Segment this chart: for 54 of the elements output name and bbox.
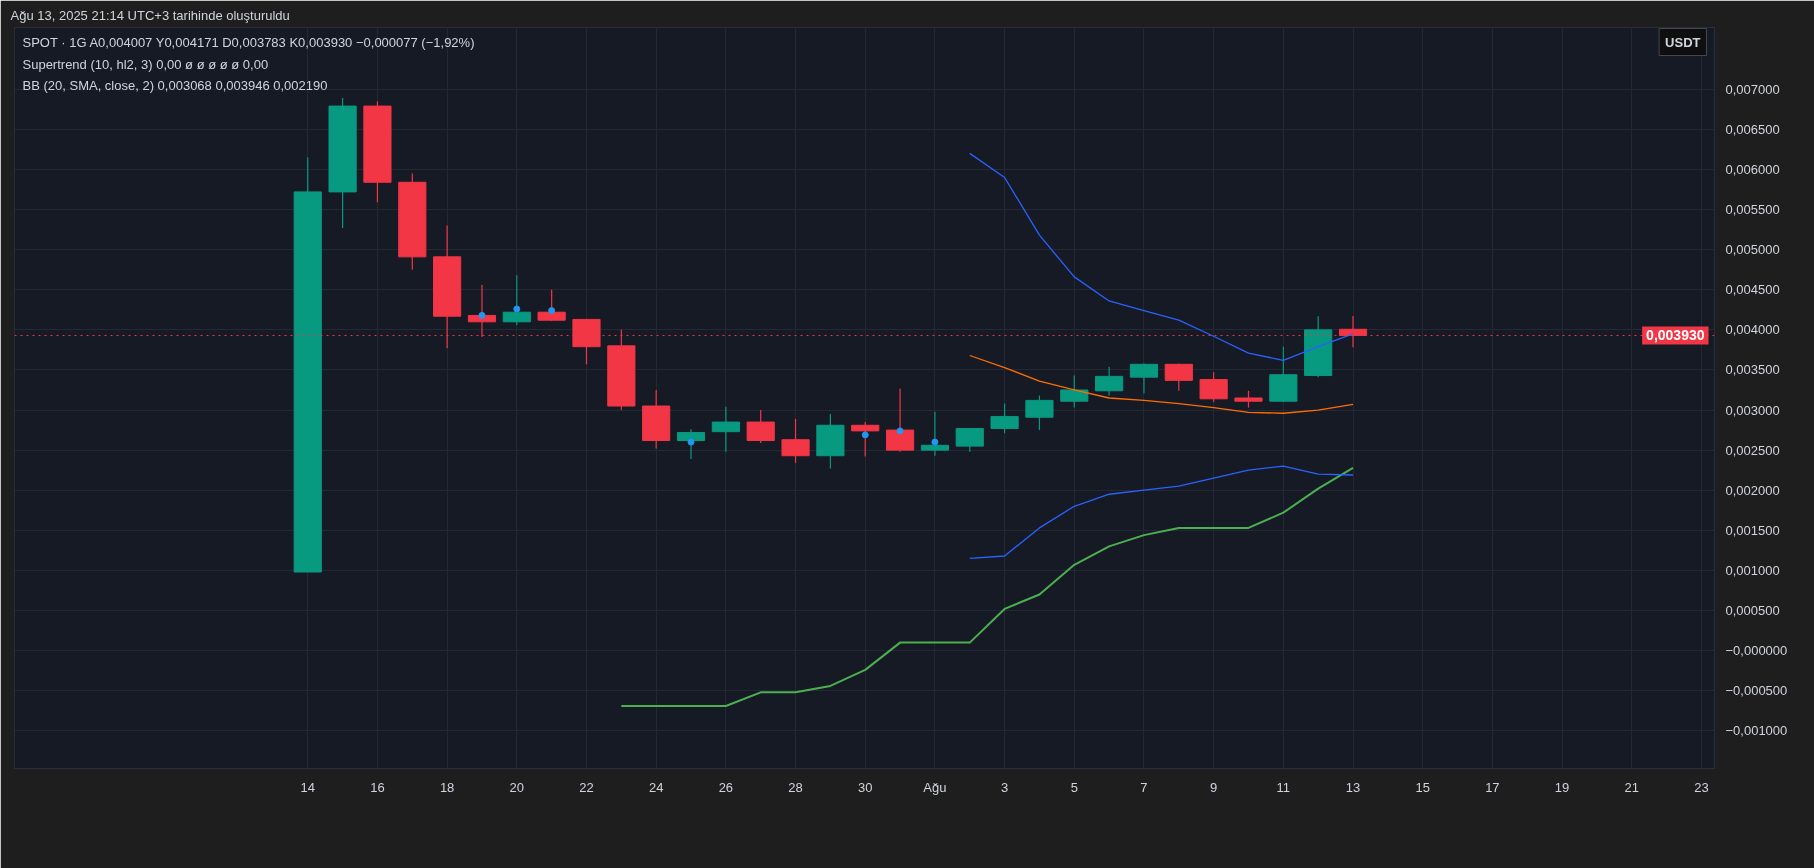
y-tick-label: 0,005500 <box>1725 202 1780 218</box>
x-tick-label: 28 <box>788 779 803 795</box>
x-tick-label: 17 <box>1485 779 1500 795</box>
point <box>687 438 695 446</box>
y-tick-label: 0,007000 <box>1725 81 1780 97</box>
x-tick-label: 16 <box>370 779 385 795</box>
y-tick-label: 0,004000 <box>1725 322 1780 338</box>
x-tick-label: 23 <box>1694 779 1709 795</box>
x-tick-label: 3 <box>1000 779 1009 795</box>
x-tick-label: 7 <box>1140 779 1148 795</box>
x-tick-label: 13 <box>1345 779 1361 795</box>
point <box>513 305 521 313</box>
y-tick-label: 0,003500 <box>1725 362 1780 378</box>
y-tick-label: 0,005000 <box>1725 242 1780 258</box>
y-tick-label: 0,000500 <box>1725 603 1780 619</box>
y-tick-label: 0,001000 <box>1725 562 1780 578</box>
candlestick <box>920 411 949 457</box>
annotation: BB (20, SMA, close, 2) 0,003068 0,003946 0,002190 <box>22 77 328 93</box>
y-tick-label: −0,000500 <box>1725 683 1788 699</box>
line-series <box>620 466 1355 707</box>
x-tick-label: 30 <box>858 779 873 795</box>
point <box>896 427 904 435</box>
x-tick-label: 20 <box>509 779 525 795</box>
point <box>548 307 556 315</box>
ref-line-label: 0,003930 <box>1646 327 1705 344</box>
text: SPOT · 1G A0,004007 Y0,004171 D0,003783 K0,003930 −0,000077 (−1,92%) <box>22 34 475 50</box>
x-tick-label: 26 <box>718 779 734 795</box>
y-tick-label: 0,004500 <box>1725 282 1780 298</box>
y-tick-label: −0,000000 <box>1725 643 1788 659</box>
line-series <box>969 465 1354 560</box>
x-tick-label: 5 <box>1070 779 1078 795</box>
y-tick-label: 0,006000 <box>1725 161 1780 177</box>
x-tick-label: 21 <box>1624 779 1639 795</box>
x-tick-label: 22 <box>579 779 594 795</box>
x-tick-label: Ağu <box>923 779 947 795</box>
y-axis-title: USDT <box>1665 34 1701 50</box>
y-tick-label: 0,001500 <box>1725 522 1780 538</box>
line-series <box>969 354 1354 414</box>
x-tick-label: 24 <box>648 779 664 795</box>
y-tick-label: −0,001000 <box>1725 723 1788 739</box>
x-tick-label: 15 <box>1415 779 1430 795</box>
x-tick-label: 11 <box>1276 779 1291 795</box>
point <box>931 438 939 446</box>
x-tick-label: 9 <box>1210 779 1218 795</box>
y-tick-label: 0,002500 <box>1725 442 1780 458</box>
y-tick-label: 0,006500 <box>1725 121 1780 137</box>
text: Ağu 13, 2025 21:14 UTC+3 tarihinde oluşturuldu <box>10 7 290 23</box>
y-tick-label: 0,002000 <box>1725 482 1780 498</box>
annotation: Supertrend (10, hl2, 3) 0,00 ø ø ø ø ø 0,00 <box>22 56 269 72</box>
point <box>861 431 869 439</box>
x-tick-label: 19 <box>1554 779 1570 795</box>
x-tick-label: 14 <box>300 779 315 795</box>
y-tick-label: 0,003000 <box>1725 402 1780 418</box>
x-tick-label: 18 <box>439 779 455 795</box>
